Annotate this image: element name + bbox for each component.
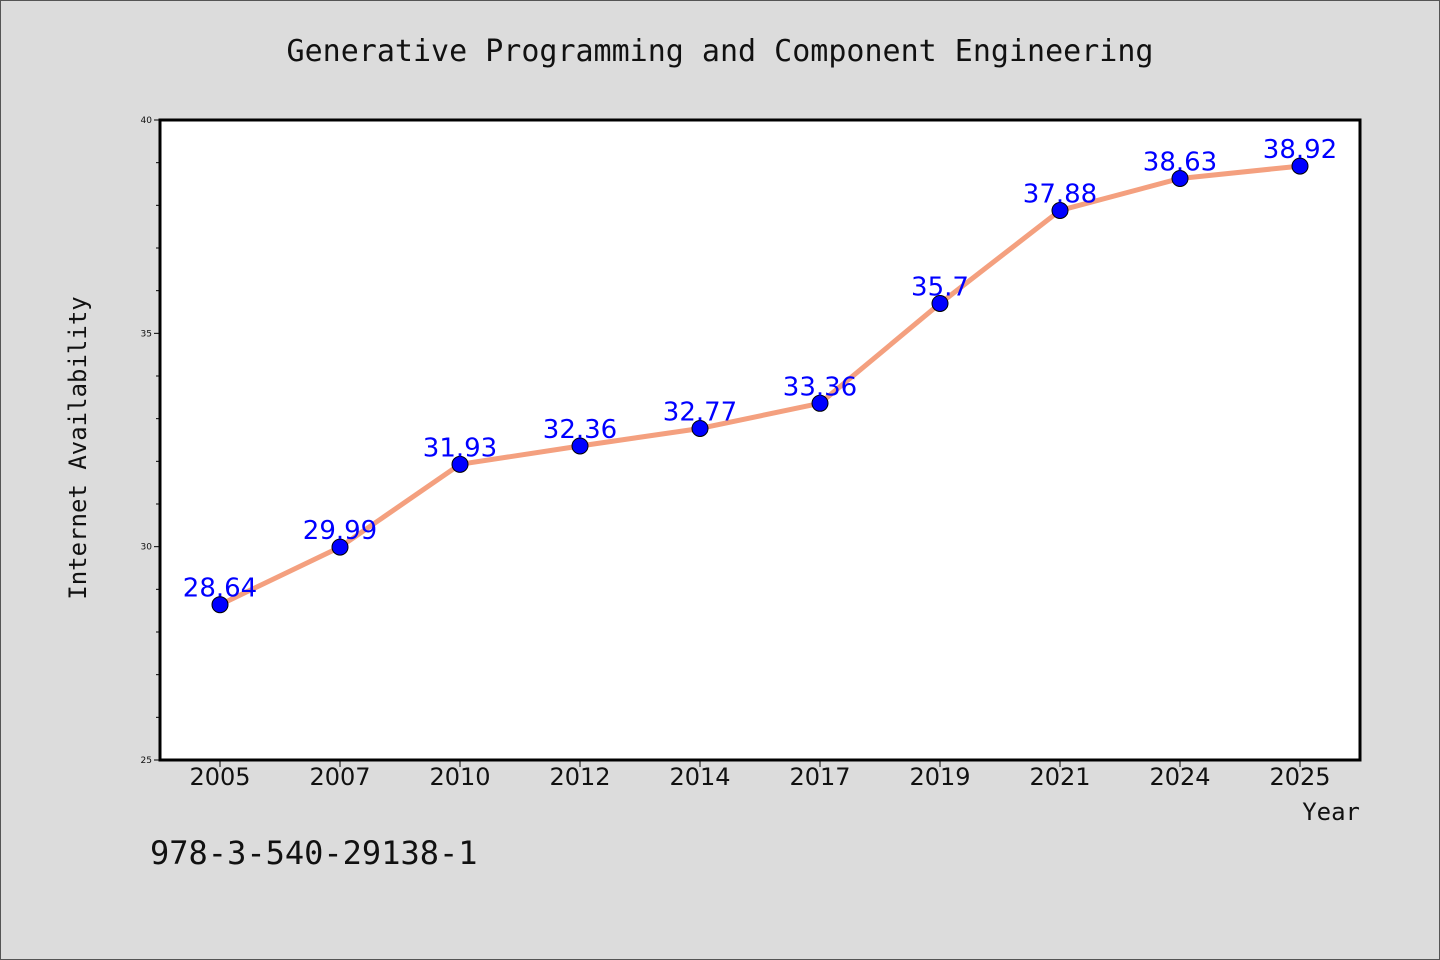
data-point (331, 538, 349, 556)
marker-group (211, 157, 1309, 614)
data-point (1291, 157, 1309, 175)
data-label: 37.88 (1023, 179, 1097, 209)
data-point (931, 294, 949, 312)
x-axis-label: Year (1302, 798, 1360, 826)
y-axis-label: Internet Availability (64, 296, 92, 599)
data-label: 32.36 (543, 415, 617, 445)
y-tick-label: 25 (141, 756, 152, 766)
x-tick-label: 2007 (309, 763, 370, 791)
series-line-group (217, 163, 1303, 608)
y-axis-ticks: 25 30 35 40 (141, 116, 160, 766)
data-point (451, 455, 469, 473)
plot-area (158, 118, 1362, 762)
data-point (571, 437, 589, 455)
data-point (1051, 201, 1069, 219)
data-label: 31.93 (423, 433, 497, 463)
x-tick-label: 2021 (1029, 763, 1090, 791)
x-tick-label: 2010 (429, 763, 490, 791)
x-tick-label: 2005 (189, 763, 250, 791)
data-label: 29.99 (303, 516, 377, 546)
data-point (691, 419, 709, 437)
data-label: 35.7 (911, 272, 969, 302)
data-label-group: 28.64 29.99 31.93 32.36 32.77 33.36 35.7 37.88 3… (183, 135, 1337, 604)
data-point (811, 394, 829, 412)
x-tick-label: 2025 (1269, 763, 1330, 791)
x-tick-label: 2014 (669, 763, 730, 791)
y-tick-label: 30 (141, 543, 153, 553)
series-line (217, 163, 1303, 608)
data-label: 38.92 (1263, 135, 1337, 165)
data-label: 32.77 (663, 397, 737, 427)
data-label: 28.64 (183, 574, 257, 604)
y-tick-label: 40 (141, 116, 153, 126)
y-tick-label: 35 (141, 329, 152, 339)
x-tick-label: 2024 (1149, 763, 1210, 791)
x-tick-label: 2012 (549, 763, 610, 791)
x-tick-label: 2019 (909, 763, 970, 791)
x-axis-ticks: 2005 2007 2010 2012 2014 2017 2019 2021 2024 2025 (189, 760, 1331, 791)
data-point (211, 596, 229, 614)
x-tick-label: 2017 (789, 763, 850, 791)
data-label: 38.63 (1143, 147, 1217, 177)
chart-title: Generative Programming and Component Eng… (286, 34, 1154, 69)
isbn-text: 978-3-540-29138-1 (150, 834, 478, 872)
data-label: 33.36 (783, 372, 857, 402)
data-point (1171, 169, 1189, 187)
